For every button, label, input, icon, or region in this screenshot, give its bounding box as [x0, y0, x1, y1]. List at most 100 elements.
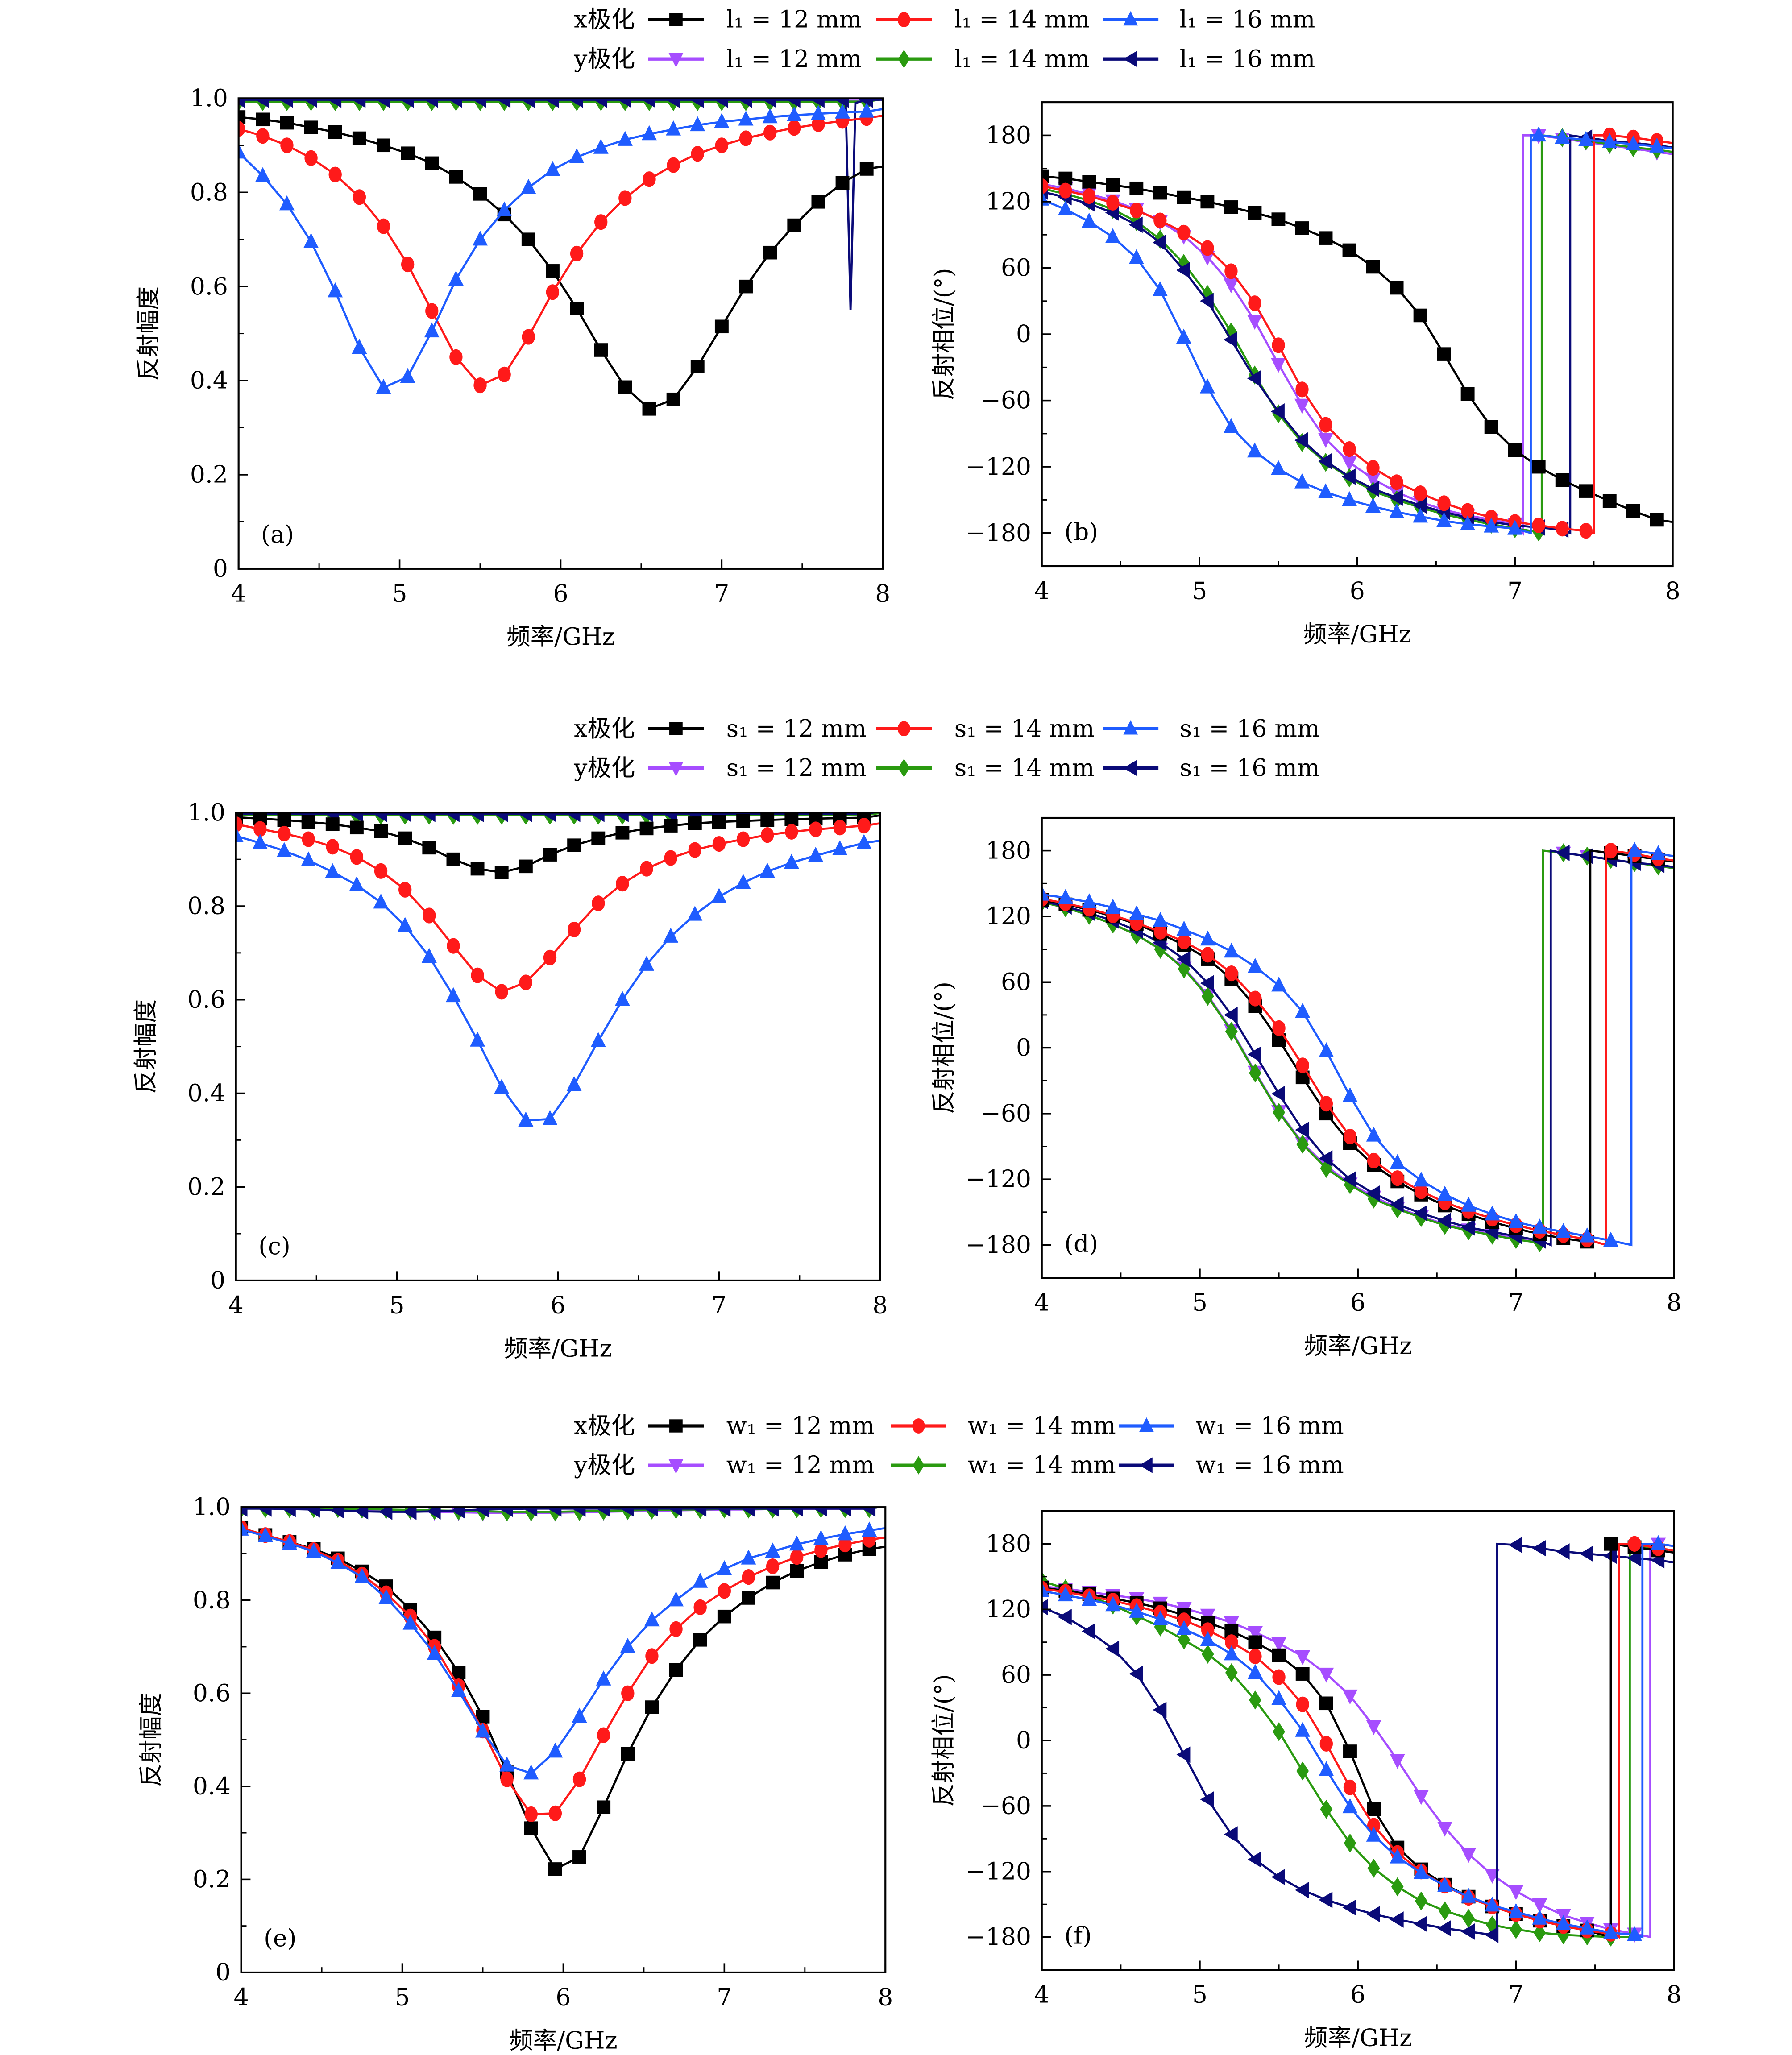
- data-point-y16: [620, 1507, 634, 1517]
- data-point-x16: [1651, 1535, 1666, 1550]
- data-point-x14: [449, 349, 463, 365]
- data-point-x16: [859, 102, 875, 118]
- data-point-y16: [693, 1507, 707, 1517]
- data-point-x12: [787, 218, 801, 232]
- data-point-x16: [862, 1521, 877, 1537]
- data-point-y16: [548, 1507, 562, 1517]
- data-point-y16: [349, 812, 363, 822]
- data-point-x16: [687, 906, 703, 921]
- data-point-x16: [590, 1032, 606, 1047]
- data-point-x14: [1272, 1020, 1286, 1036]
- data-point-y16: [306, 1507, 320, 1518]
- plot-frame: [1041, 101, 1674, 568]
- data-point-x16: [620, 1638, 635, 1653]
- data-point-y12: [1199, 251, 1215, 266]
- data-point-x12: [238, 110, 246, 124]
- data-point-y16: [1247, 1046, 1261, 1063]
- data-point-x16: [1342, 1798, 1358, 1814]
- data-point-x12: [425, 156, 439, 170]
- data-point-x14: [471, 967, 484, 983]
- data-point-y14: [1510, 1920, 1522, 1939]
- data-point-x14: [1296, 1696, 1309, 1712]
- data-point-x16: [1294, 473, 1310, 489]
- data-point-x16: [1176, 1620, 1192, 1636]
- data-point-x14: [546, 284, 560, 300]
- series-line-x16: [241, 1527, 886, 1775]
- data-point-x16: [1461, 1197, 1477, 1212]
- data-point-x14: [785, 824, 798, 840]
- panel-label: (f): [1064, 1922, 1091, 1950]
- series-x16: [1041, 1535, 1674, 1941]
- legend-item-label: w₁ = 14 mm: [967, 1451, 1116, 1479]
- data-point-x14: [1249, 1648, 1262, 1665]
- data-point-y16: [1224, 1826, 1238, 1843]
- data-point-x14: [1201, 1622, 1215, 1638]
- data-point-y16: [241, 1507, 248, 1517]
- data-point-x12: [688, 816, 702, 830]
- y-tick-label: −180: [966, 1923, 1031, 1951]
- data-point-x12: [664, 819, 678, 833]
- data-point-y16: [859, 98, 873, 108]
- data-point-x12: [642, 402, 656, 416]
- data-point-x14: [1604, 843, 1618, 859]
- data-point-x12: [1650, 513, 1664, 527]
- data-point-y16: [1342, 1171, 1356, 1188]
- data-point-y16: [1271, 1869, 1285, 1885]
- legend-item-label: l₁ = 12 mm: [726, 6, 862, 33]
- x-tick-label: 5: [1192, 577, 1207, 605]
- data-point-y16: [330, 1507, 344, 1519]
- data-point-x16: [693, 1573, 708, 1588]
- legend-marker-square: [669, 13, 683, 26]
- data-point-y14: [1415, 1891, 1427, 1911]
- plot-frame: [1041, 816, 1675, 1279]
- data-point-y16: [566, 812, 581, 822]
- x-tick-label: 6: [556, 1984, 571, 2011]
- data-point-x12: [615, 826, 630, 840]
- data-point-x16: [1508, 1213, 1524, 1228]
- data-point-y12: [1294, 398, 1310, 414]
- legend-item-label: s₁ = 12 mm: [726, 754, 867, 782]
- y-tick-label: 0: [1016, 1727, 1031, 1754]
- data-point-x14: [1249, 990, 1262, 1007]
- data-point-x14: [1556, 521, 1569, 537]
- data-point-x14: [278, 825, 291, 842]
- data-point-x12: [1272, 1648, 1286, 1662]
- chart-b-phase-l1: 4 5 6 7 8 −180 −120 −60 0 60 120 180 频率/GHz 反射相位/(°) (…: [929, 101, 1680, 648]
- data-point-x12: [763, 245, 777, 260]
- data-point-x12: [1602, 494, 1617, 508]
- data-point-x16: [1319, 1761, 1334, 1776]
- data-point-x16: [518, 1111, 534, 1127]
- data-point-x14: [398, 882, 412, 898]
- data-point-y16: [421, 812, 436, 822]
- data-point-x14: [425, 303, 439, 319]
- legend-marker-triangle-down: [668, 762, 684, 777]
- x-tick-label: 5: [392, 580, 407, 608]
- data-point-x16: [1224, 1645, 1239, 1661]
- data-point-x16: [668, 1591, 684, 1607]
- data-point-x16: [1390, 1848, 1405, 1864]
- data-point-x16: [279, 195, 295, 211]
- data-point-x14: [1201, 947, 1215, 963]
- data-point-x16: [277, 842, 292, 857]
- data-point-y16: [1365, 481, 1379, 497]
- data-point-x14: [1106, 195, 1120, 211]
- data-point-x16: [1058, 200, 1073, 216]
- data-point-x12: [594, 343, 608, 357]
- series-line-x14: [236, 822, 880, 993]
- data-point-x14: [1295, 381, 1309, 398]
- data-point-x14: [1153, 924, 1167, 940]
- y-tick-label: 0.6: [187, 986, 225, 1014]
- data-point-y16: [641, 98, 655, 108]
- data-point-x12: [717, 1609, 731, 1624]
- data-point-y16: [690, 98, 704, 108]
- data-point-x16: [1081, 212, 1097, 228]
- x-tick-label: 4: [234, 1984, 249, 2011]
- y-tick-label: −180: [966, 1231, 1031, 1259]
- chart-c-amplitude-s1: 4 5 6 7 8 0 0.2 0.4 0.6 0.8 1.0 频率/GHz 反射幅度 (c): [132, 799, 888, 1362]
- x-tick-label: 6: [1350, 1289, 1365, 1317]
- data-point-y16: [1390, 1911, 1404, 1928]
- data-point-y12: [1508, 1885, 1524, 1900]
- data-point-x16: [1270, 460, 1286, 475]
- data-point-x14: [524, 1806, 538, 1822]
